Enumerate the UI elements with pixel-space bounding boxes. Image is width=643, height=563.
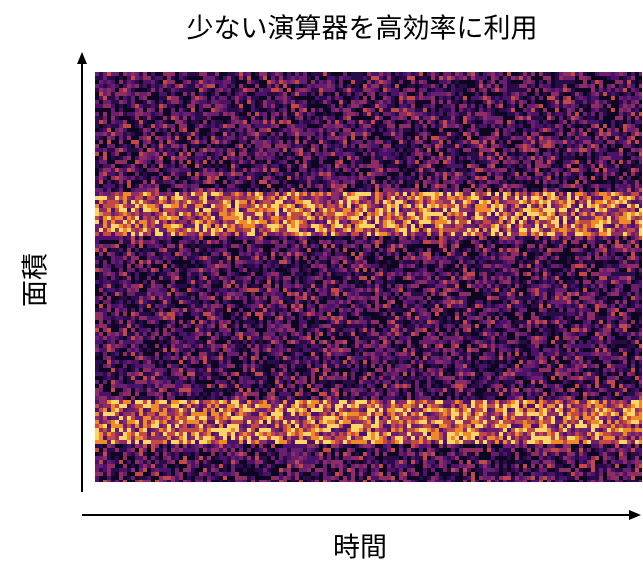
y-axis-arrow	[77, 52, 87, 492]
x-axis-arrow	[82, 510, 641, 520]
title: 少ない演算器を高効率に利用	[187, 14, 538, 45]
heatmap	[95, 72, 642, 482]
figure: 少ない演算器を高効率に利用 時間 面積	[0, 0, 643, 563]
y-axis-label: 面積	[21, 253, 52, 307]
x-axis-label: 時間	[333, 533, 387, 563]
